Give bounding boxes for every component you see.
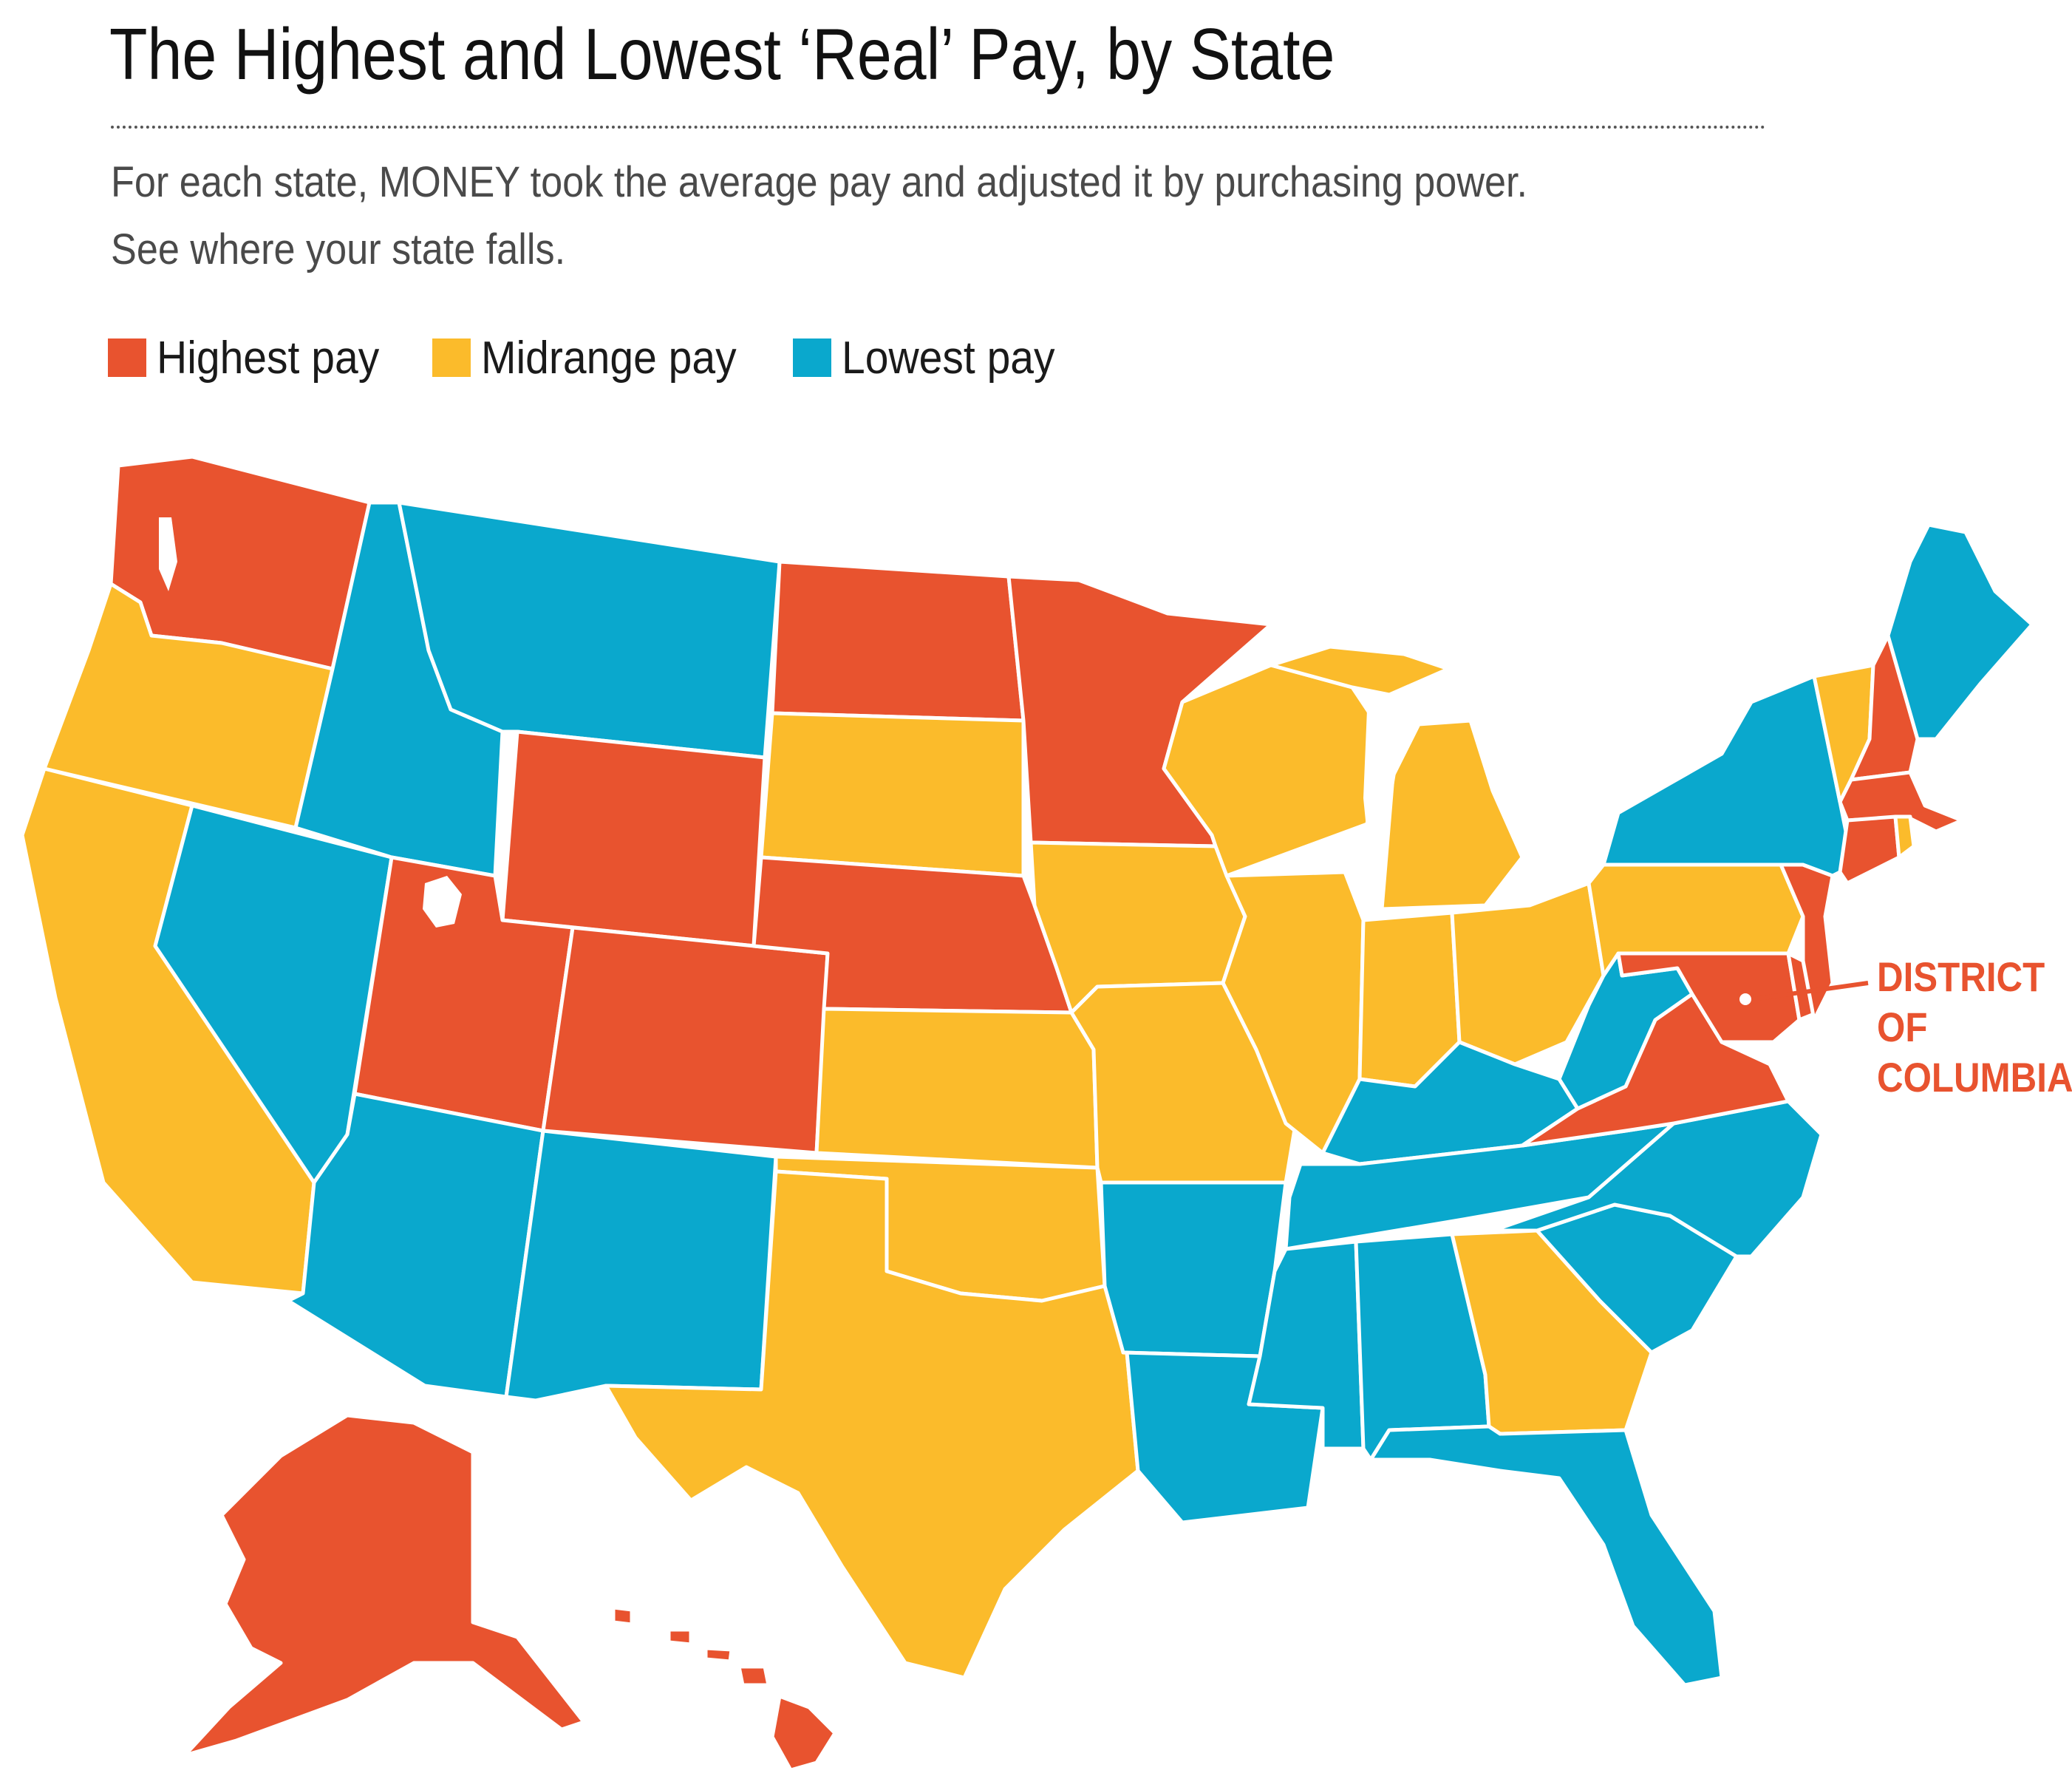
state-NM [504,1129,778,1403]
state-HI-maui [737,1664,771,1687]
dc-leader-line [1752,981,1869,1001]
state-KS [814,1007,1100,1170]
map-title: The Highest and Lowest ‘Real’ Pay, by St… [109,13,1335,95]
legend-swatch-high [108,338,146,377]
state-CT [1838,814,1901,885]
state-ME [1886,523,2034,741]
state-MI-UP [1269,644,1451,697]
legend-label-mid: Midrange pay [481,332,737,384]
legend: Highest pay Midrange pay Lowest pay [108,331,1108,384]
dc-callout-label: DISTRICT OF COLUMBIA [1877,952,2072,1103]
legend-swatch-low [793,338,832,377]
legend-item-low: Lowest pay [793,332,1074,384]
state-NJ [1779,863,1835,1022]
state-AK [183,1413,586,1758]
state-MI [1380,718,1524,911]
state-CO [541,925,830,1155]
dc-label-line-3: COLUMBIA [1877,1054,2072,1100]
legend-swatch-mid [432,338,471,377]
state-HI-big [770,1694,837,1772]
subtitle-line-2: See where your state falls. [111,225,566,273]
state-AR [1099,1180,1288,1358]
dc-label-line-2: OF [1877,1004,1928,1050]
state-NY [1601,674,1850,878]
state-MO [1069,981,1299,1185]
great-salt-lake [423,876,462,928]
state-MD [1616,951,1802,1044]
state-HI-kauai [611,1605,634,1627]
state-IL [1221,870,1366,1155]
state-ND [770,559,1026,723]
legend-label-low: Lowest pay [842,332,1055,384]
state-WY [500,729,767,948]
state-SD [759,711,1026,878]
puget-sound [159,517,177,591]
legend-item-mid: Midrange pay [432,332,759,384]
legend-label-high: Highest pay [157,332,380,384]
state-HI-molokai [703,1646,734,1664]
dc-label-line-1: DISTRICT [1877,953,2045,1000]
state-HI-oahu [667,1627,693,1647]
legend-item-high: Highest pay [108,332,398,384]
state-TX [604,1169,1140,1680]
state-RI [1893,814,1916,860]
subtitle-line-1: For each state, MONEY took the average p… [111,158,1528,206]
state-FL [1369,1424,1724,1687]
dc-marker [1737,990,1754,1008]
lake-michigan [1363,702,1400,909]
title-divider [111,126,1766,129]
